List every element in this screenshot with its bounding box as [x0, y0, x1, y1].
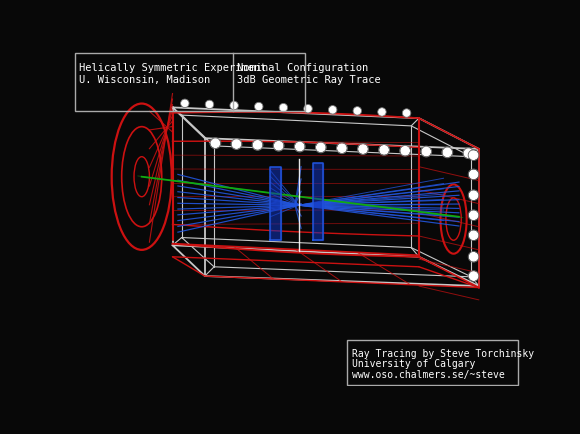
Circle shape — [304, 106, 311, 113]
Circle shape — [469, 231, 478, 240]
Polygon shape — [313, 164, 324, 240]
Circle shape — [469, 151, 478, 160]
Text: U. Wisconsin, Madison: U. Wisconsin, Madison — [79, 75, 211, 85]
Circle shape — [182, 101, 188, 108]
Circle shape — [329, 107, 336, 114]
Text: Ray Tracing by Steve Torchinsky: Ray Tracing by Steve Torchinsky — [352, 348, 534, 358]
Circle shape — [379, 109, 386, 116]
Text: University of Calgary: University of Calgary — [352, 358, 475, 368]
Circle shape — [338, 145, 346, 153]
Circle shape — [274, 142, 283, 151]
Text: Helically Symmetric Experiment: Helically Symmetric Experiment — [79, 63, 267, 73]
Polygon shape — [270, 168, 281, 240]
Circle shape — [422, 148, 430, 156]
Circle shape — [464, 150, 473, 158]
Text: 3dB Geometric Ray Trace: 3dB Geometric Ray Trace — [237, 75, 381, 85]
Circle shape — [232, 141, 241, 149]
Circle shape — [443, 149, 452, 157]
Circle shape — [469, 171, 478, 179]
Circle shape — [469, 253, 478, 261]
Circle shape — [359, 145, 367, 154]
Circle shape — [295, 143, 304, 151]
Circle shape — [380, 146, 389, 155]
Circle shape — [211, 140, 220, 148]
Circle shape — [469, 272, 478, 281]
Circle shape — [206, 102, 213, 108]
Circle shape — [280, 105, 287, 112]
Circle shape — [403, 110, 410, 117]
Circle shape — [253, 141, 262, 150]
Circle shape — [469, 211, 478, 220]
Circle shape — [354, 108, 361, 115]
Text: www.oso.chalmers.se/~steve: www.oso.chalmers.se/~steve — [352, 369, 505, 379]
Circle shape — [231, 103, 238, 110]
Text: Nominal Configuration: Nominal Configuration — [237, 63, 368, 73]
Circle shape — [469, 191, 478, 200]
Bar — [75, 54, 305, 112]
Circle shape — [255, 104, 262, 111]
Circle shape — [401, 147, 409, 155]
Circle shape — [317, 144, 325, 152]
Bar — [347, 340, 519, 385]
